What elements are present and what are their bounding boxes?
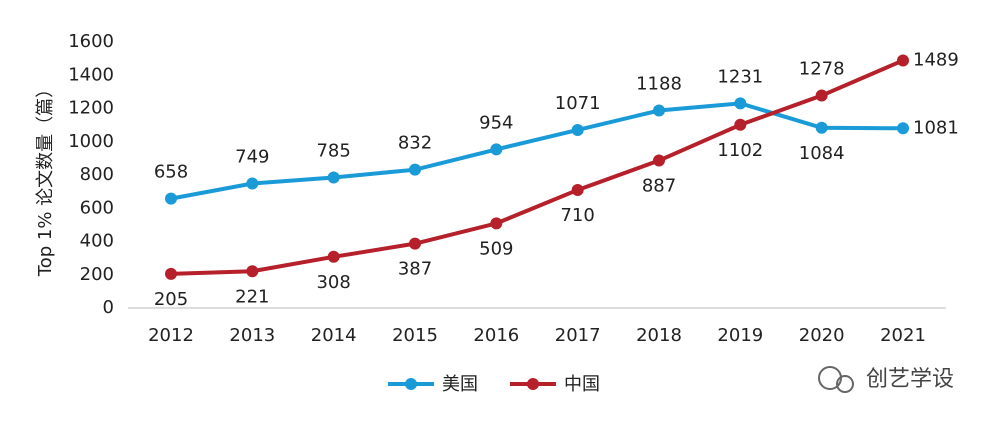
data-label: 749 — [235, 146, 269, 167]
data-point — [571, 123, 584, 136]
data-point — [165, 192, 177, 205]
data-label: 308 — [316, 272, 350, 293]
x-tick-label: 2019 — [717, 325, 763, 346]
x-tick-label: 2018 — [636, 325, 682, 346]
data-point — [897, 54, 909, 67]
data-point — [409, 163, 421, 176]
x-tick-label: 2012 — [148, 325, 194, 346]
legend-marker — [527, 378, 539, 390]
y-tick-label: 1000 — [68, 131, 114, 152]
data-point — [327, 250, 340, 263]
x-tick-label: 2015 — [392, 325, 438, 346]
data-point — [734, 118, 747, 131]
data-label: 1278 — [799, 59, 845, 80]
data-point — [734, 97, 747, 110]
data-point — [815, 89, 828, 102]
data-label: 658 — [154, 162, 188, 183]
x-tick-label: 2017 — [555, 325, 601, 346]
y-tick-label: 800 — [80, 164, 114, 185]
data-label: 887 — [642, 176, 676, 197]
data-label: 1081 — [913, 117, 959, 138]
data-point — [897, 122, 909, 135]
data-label: 1188 — [636, 73, 682, 94]
data-label: 1102 — [717, 140, 763, 161]
y-tick-label: 0 — [103, 297, 114, 318]
series-line — [170, 58, 904, 276]
data-label: 832 — [398, 133, 432, 154]
watermark-icon — [818, 366, 854, 393]
watermark: 创艺学设 — [866, 367, 954, 392]
x-tick-label: 2016 — [473, 325, 519, 346]
y-tick-label: 600 — [80, 197, 114, 218]
data-point — [246, 177, 259, 190]
y-tick-label: 200 — [80, 264, 114, 285]
y-tick-label: 1400 — [68, 64, 114, 85]
series-line — [170, 101, 904, 201]
data-point — [490, 143, 503, 156]
x-tick-label: 2021 — [880, 325, 926, 346]
y-axis-label: Top 1% 论文数量（篇） — [35, 80, 56, 277]
data-point — [409, 237, 421, 250]
data-label: 785 — [316, 140, 350, 161]
data-label: 1489 — [913, 49, 959, 70]
y-tick-label: 1200 — [68, 98, 114, 119]
data-point — [165, 267, 177, 280]
data-point — [246, 265, 259, 278]
data-label: 710 — [560, 205, 594, 226]
legend-label: 中国 — [564, 374, 600, 395]
data-label: 1084 — [799, 143, 845, 164]
data-label: 509 — [479, 238, 513, 259]
x-tick-label: 2013 — [229, 325, 275, 346]
data-point — [653, 104, 665, 117]
legend-label: 美国 — [442, 374, 478, 395]
y-tick-label: 400 — [80, 231, 114, 252]
data-point — [653, 154, 665, 167]
data-label: 205 — [154, 289, 188, 310]
x-tick-label: 2020 — [799, 325, 845, 346]
y-tick-label: 1600 — [68, 31, 114, 52]
data-label: 1231 — [717, 66, 763, 87]
data-label: 1071 — [555, 93, 601, 114]
data-point — [571, 183, 584, 196]
data-point — [490, 217, 503, 230]
data-label: 221 — [235, 286, 269, 307]
data-label: 954 — [479, 112, 513, 133]
legend-marker — [405, 378, 417, 390]
data-point — [327, 171, 340, 184]
x-tick-label: 2014 — [311, 325, 357, 346]
data-label: 387 — [398, 259, 432, 280]
data-point — [815, 121, 828, 134]
